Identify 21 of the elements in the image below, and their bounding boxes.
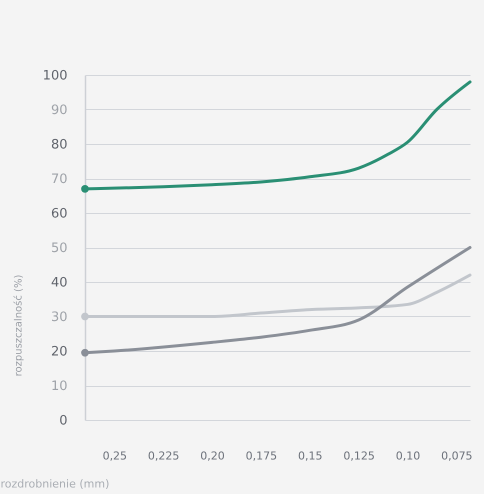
x-tick-label: 0,175 <box>246 450 278 462</box>
x-tick-label: 0,075 <box>441 450 473 462</box>
y-tick-label: 80 <box>50 138 68 152</box>
y-tick-label: 0 <box>59 414 68 428</box>
x-tick-label: 0,225 <box>148 450 180 462</box>
y-tick-label: 60 <box>50 206 68 222</box>
y-tick-label: 10 <box>50 379 68 394</box>
y-tick-label: 30 <box>50 310 68 325</box>
x-tick-label: 0,15 <box>298 450 322 462</box>
x-tick-label: 0,10 <box>396 450 420 462</box>
x-tick-label: 0,125 <box>343 450 375 462</box>
y-tick-label: 40 <box>50 276 68 290</box>
x-tick-label: 0,25 <box>102 450 128 462</box>
y-tick-label: 50 <box>50 241 68 256</box>
x-axis-title: rozdrobnienie (mm) <box>0 478 110 490</box>
y-tick-label: 70 <box>50 172 68 187</box>
y-axis-title: rozpuszczalność (%) <box>12 274 24 376</box>
y-tick-label: 90 <box>50 103 68 118</box>
y-tick-label: 100 <box>42 68 68 84</box>
y-tick-label: 20 <box>50 344 68 360</box>
x-tick-label: 0,20 <box>200 450 225 462</box>
